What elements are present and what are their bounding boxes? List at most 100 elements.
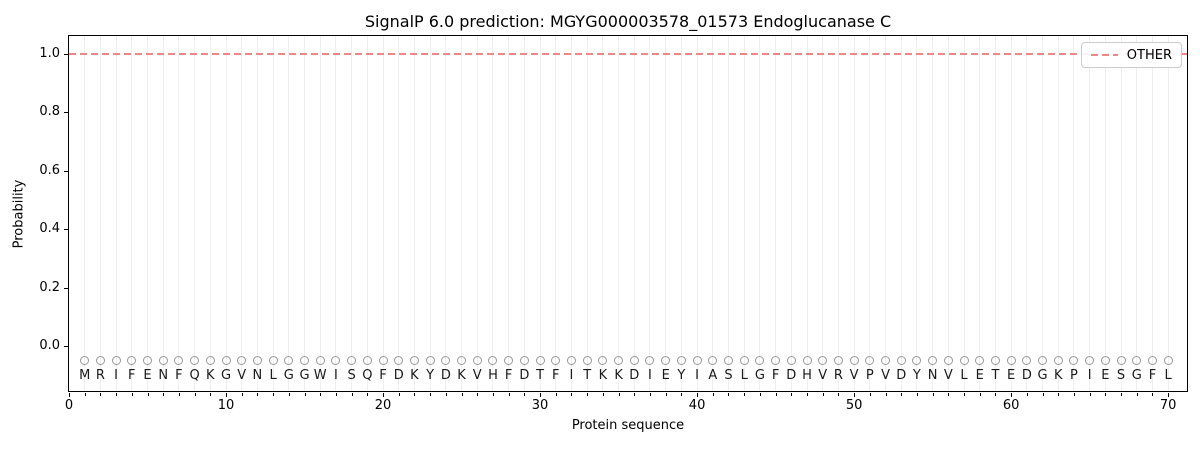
residue-marker-circle: [1132, 356, 1142, 366]
gridline: [1136, 36, 1138, 391]
x-axis-tick-label: 0: [64, 398, 74, 413]
residue-marker-circle: [1006, 356, 1016, 366]
sequence-letter: I: [648, 368, 652, 383]
residue-marker-circle: [881, 356, 891, 366]
residue-marker-circle: [378, 356, 388, 366]
sequence-letter: D: [393, 368, 404, 383]
x-axis-minor-tick: [571, 393, 573, 396]
residue-marker-circle: [739, 356, 749, 366]
residue-marker-circle: [300, 356, 310, 366]
gridline: [979, 36, 981, 391]
sequence-letter: E: [1101, 368, 1110, 383]
legend-label-other: OTHER: [1126, 47, 1172, 63]
residue-marker-circle: [629, 356, 639, 366]
sequence-letter: D: [896, 368, 907, 383]
x-axis-minor-tick: [414, 393, 416, 396]
residue-marker-circle: [143, 356, 152, 366]
sequence-letter: P: [1070, 368, 1078, 383]
x-axis-tick-label: 20: [374, 398, 392, 413]
gridline: [665, 36, 667, 391]
legend: OTHER: [1080, 42, 1182, 68]
sequence-letter: G: [299, 368, 310, 383]
x-axis-tick: [854, 393, 856, 397]
sequence-letter: D: [629, 368, 640, 383]
residue-marker-circle: [221, 356, 231, 366]
residue-marker-circle: [959, 356, 969, 366]
y-axis-tick-label: 0.8: [39, 104, 60, 120]
y-axis-tick: [64, 229, 68, 231]
gridline: [1010, 36, 1012, 391]
sequence-letter: K: [457, 368, 466, 383]
residue-marker-circle: [315, 356, 325, 366]
gridline: [900, 36, 902, 391]
sequence-letter: V: [472, 368, 482, 383]
gridline: [272, 36, 274, 391]
x-axis-minor-tick: [665, 393, 667, 396]
sequence-letter: Y: [426, 368, 435, 383]
gridline: [304, 36, 306, 391]
sequence-letter: S: [347, 368, 356, 383]
residue-marker-circle: [409, 356, 419, 366]
x-axis-minor-tick: [791, 393, 793, 396]
residue-marker-circle: [771, 356, 781, 366]
x-axis-minor-tick: [1026, 393, 1028, 396]
x-axis-minor-tick: [398, 393, 400, 396]
residue-marker-circle: [598, 356, 608, 366]
gridline: [398, 36, 400, 391]
sequence-letter: V: [943, 368, 953, 383]
sequence-letter: M: [79, 368, 91, 383]
residue-marker-circle: [551, 356, 561, 366]
residue-marker-circle: [818, 356, 828, 366]
x-axis-minor-tick: [492, 393, 494, 396]
gridline: [539, 36, 541, 391]
sequence-letter: H: [802, 368, 812, 383]
residue-marker-circle: [802, 356, 812, 366]
gridline: [712, 36, 714, 391]
sequence-letter: I: [334, 368, 338, 383]
x-axis-minor-tick: [273, 393, 275, 396]
sequence-letter: L: [1164, 368, 1172, 383]
y-axis-tick: [64, 53, 68, 55]
residue-marker-circle: [237, 356, 247, 366]
gridline: [1151, 36, 1153, 391]
sequence-letter: G: [220, 368, 232, 383]
sequence-letter: K: [410, 368, 419, 383]
gridline: [743, 36, 745, 391]
x-axis-tick: [226, 393, 228, 397]
x-axis-minor-tick: [178, 393, 180, 396]
sequence-letter: D: [786, 368, 797, 383]
residue-marker-circle: [676, 356, 686, 366]
x-axis-minor-tick: [838, 393, 840, 396]
residue-marker-circle: [457, 356, 467, 366]
residue-marker-circle: [488, 356, 498, 366]
residue-marker-circle: [158, 356, 168, 366]
gridline: [822, 36, 824, 391]
sequence-letter: F: [128, 368, 136, 383]
gridline: [570, 36, 572, 391]
gridline: [256, 36, 258, 391]
x-axis-minor-tick: [634, 393, 636, 396]
y-axis-tick-label: 0.0: [39, 338, 60, 354]
x-axis-minor-tick: [1152, 393, 1154, 396]
residue-marker-circle: [755, 356, 765, 366]
x-axis-minor-tick: [147, 393, 149, 396]
x-axis-tick: [1011, 393, 1013, 397]
x-axis-minor-tick: [1136, 393, 1138, 396]
chart-title: SignalP 6.0 prediction: MGYG000003578_01…: [364, 12, 892, 31]
residue-marker-circle: [723, 356, 733, 366]
gridline: [1073, 36, 1075, 391]
sequence-letter: D: [440, 368, 451, 383]
x-axis-tick: [1168, 393, 1170, 397]
sequence-letter: F: [504, 368, 513, 383]
x-axis-tick: [697, 393, 699, 397]
gridline: [1026, 36, 1028, 391]
residue-marker-circle: [441, 356, 451, 366]
x-axis-minor-tick: [1121, 393, 1123, 396]
x-axis-minor-tick: [964, 393, 966, 396]
gridline: [178, 36, 180, 391]
residue-marker-circle: [1053, 356, 1063, 366]
gridline: [680, 36, 682, 391]
y-axis-tick-label: 0.2: [39, 279, 60, 295]
residue-marker-circle: [472, 356, 482, 366]
